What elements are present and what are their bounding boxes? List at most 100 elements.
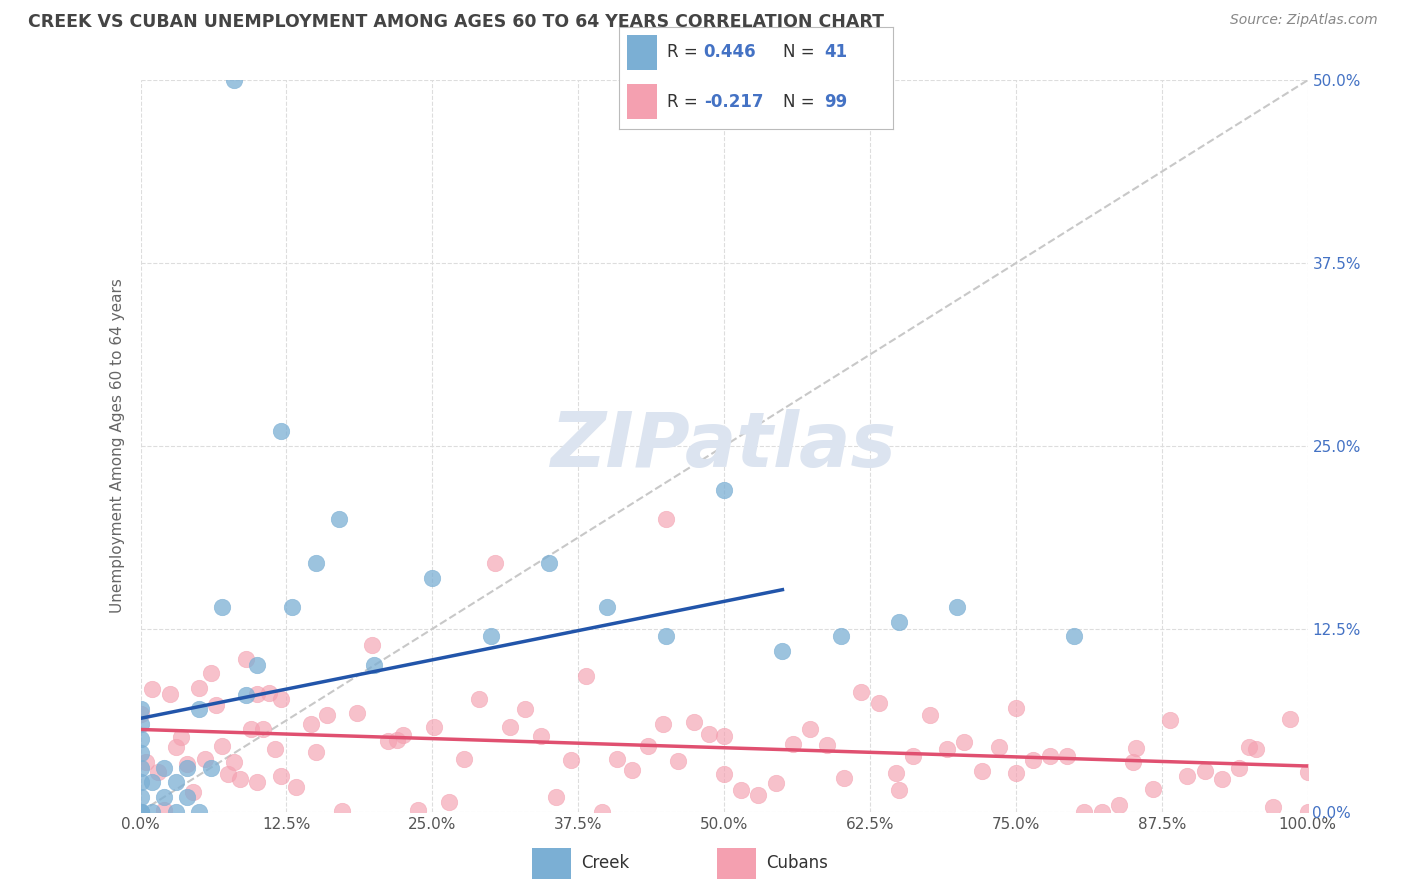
Point (591, 805, 613, 819)
Point (544, 790, 567, 805)
Point (936, 742, 959, 756)
Point (1244, 742, 1267, 756)
Point (252, 723, 274, 737)
Point (176, 790, 198, 805)
Point (468, 691, 491, 706)
Point (621, 763, 644, 777)
Point (596, 599, 619, 614)
Point (484, 556, 506, 570)
Point (889, 615, 911, 629)
Point (453, 752, 475, 766)
Point (1159, 713, 1181, 727)
Text: Cubans: Cubans (766, 854, 828, 872)
Point (257, 686, 280, 700)
Point (188, 805, 211, 819)
Point (330, 804, 353, 818)
Point (135, 755, 157, 769)
Point (1091, 805, 1114, 819)
Point (1125, 741, 1147, 756)
Point (129, 717, 152, 731)
Point (176, 756, 198, 771)
Point (181, 785, 204, 799)
Text: R =: R = (666, 93, 703, 111)
Point (1296, 765, 1319, 780)
Point (946, 599, 969, 614)
Point (560, 753, 582, 767)
Point (211, 739, 233, 753)
Bar (531, 848, 571, 879)
Point (772, 644, 794, 658)
Point (194, 752, 217, 766)
Point (305, 556, 328, 570)
Text: 99: 99 (824, 93, 848, 111)
Point (406, 803, 429, 817)
Point (606, 752, 628, 766)
Bar (717, 848, 756, 879)
Point (153, 790, 176, 805)
Text: ZIPatlas: ZIPatlas (551, 409, 897, 483)
Point (240, 723, 263, 737)
Point (851, 685, 873, 699)
Point (1073, 805, 1095, 819)
Point (129, 707, 152, 722)
Point (165, 775, 187, 789)
Point (1263, 799, 1285, 814)
Point (270, 691, 292, 706)
Point (889, 783, 911, 797)
Point (1039, 749, 1062, 764)
Point (129, 702, 152, 716)
Text: -0.217: -0.217 (703, 93, 763, 111)
Point (165, 740, 187, 755)
Bar (627, 84, 657, 119)
Point (361, 638, 384, 652)
Point (1194, 764, 1216, 778)
Point (176, 761, 198, 775)
Point (217, 767, 239, 781)
Point (697, 727, 720, 741)
Point (129, 731, 152, 746)
Point (637, 739, 659, 753)
Point (666, 755, 689, 769)
Point (188, 681, 211, 695)
Text: N =: N = (783, 43, 820, 61)
Point (299, 716, 322, 731)
Point (246, 658, 269, 673)
Point (953, 735, 976, 749)
Point (315, 707, 337, 722)
Point (170, 731, 193, 745)
Point (730, 783, 752, 797)
Point (437, 795, 460, 809)
Point (747, 788, 769, 802)
Point (129, 746, 152, 760)
Point (901, 748, 924, 763)
Point (129, 805, 152, 819)
Point (1022, 753, 1045, 767)
Point (328, 512, 350, 526)
Point (387, 732, 409, 747)
Point (830, 629, 852, 643)
Point (1279, 712, 1302, 726)
Point (146, 765, 169, 780)
Point (200, 666, 222, 681)
Point (1005, 700, 1028, 714)
Point (499, 720, 522, 734)
Point (200, 761, 222, 775)
Point (159, 687, 181, 701)
Point (1108, 798, 1130, 813)
Point (205, 698, 228, 712)
Point (141, 805, 163, 819)
Point (281, 599, 304, 614)
Point (799, 722, 821, 736)
Point (815, 738, 838, 752)
Point (284, 780, 307, 794)
Point (655, 629, 678, 643)
Point (222, 73, 245, 87)
Point (270, 425, 292, 439)
Point (363, 658, 385, 673)
Point (918, 707, 941, 722)
Point (129, 805, 152, 819)
Text: Source: ZipAtlas.com: Source: ZipAtlas.com (1230, 13, 1378, 28)
Point (305, 745, 328, 759)
Point (970, 764, 993, 778)
Point (188, 702, 211, 716)
